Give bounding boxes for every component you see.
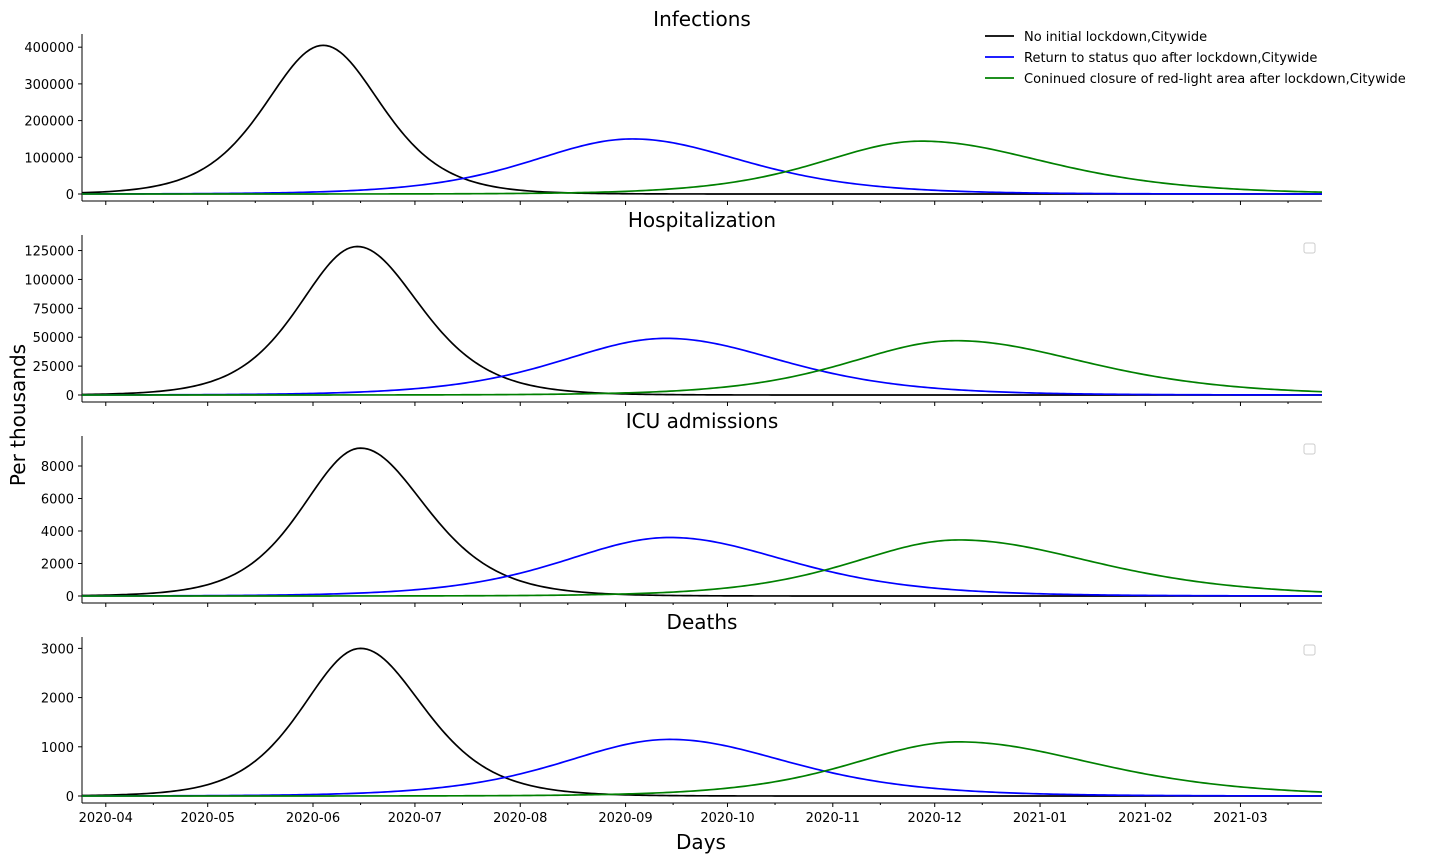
- series-line-1: [82, 138, 1322, 195]
- subplots: Infections0100000200000300000400000Hospi…: [24, 7, 1323, 826]
- subplot-2: ICU admissions 0 2000 4000 6000 8000: [41, 409, 1323, 607]
- y-tick-label: 2000: [41, 692, 74, 707]
- subplot-title: Infections: [653, 7, 751, 31]
- x-tick-label: 2020-05: [181, 811, 235, 826]
- series-line-1: [81, 337, 1322, 396]
- series-line-1: [82, 536, 1322, 597]
- y-tick-label: 200000: [24, 115, 74, 130]
- legend-label-2: Coninued closure of red-light area after…: [1024, 72, 1406, 87]
- empty-legend-box: [1303, 644, 1316, 656]
- x-axis-label: Days: [676, 830, 726, 854]
- legend-label-1: Return to status quo after lockdown,City…: [1024, 51, 1317, 66]
- x-tick-label: 2021-02: [1118, 811, 1172, 826]
- subplot-title: ICU admissions: [626, 409, 779, 433]
- x-tick-label: 2020-10: [700, 811, 754, 826]
- series-line-1: [82, 738, 1323, 797]
- y-tick-label: 1000: [41, 741, 74, 756]
- y-tick-label: 0: [66, 590, 74, 605]
- y-tick-label: 25000: [33, 360, 74, 375]
- series-line-2: [82, 539, 1323, 597]
- series-line-0: [81, 647, 1322, 797]
- y-tick-label: 75000: [33, 302, 74, 317]
- subplot-title: Deaths: [667, 610, 738, 634]
- y-tick-label: 2000: [41, 558, 74, 573]
- x-tick-label: 2020-06: [286, 811, 340, 826]
- legend: No initial lockdown,Citywide Return to st…: [985, 30, 1406, 87]
- subplot-1: Hospitalization 0 25000 50000 75000 100000 125…: [24, 208, 1323, 406]
- x-tick-label: 2020-08: [493, 811, 547, 826]
- y-tick-label: 6000: [41, 493, 74, 508]
- series-line-0: [81, 44, 1322, 195]
- y-tick-label: 400000: [24, 41, 74, 56]
- y-tick-label: 100000: [24, 273, 74, 288]
- y-tick-label: 8000: [41, 460, 74, 475]
- y-tick-label: 4000: [41, 525, 74, 540]
- series-line-2: [82, 339, 1323, 396]
- y-tick-label: 0: [66, 790, 74, 805]
- empty-legend-box: [1303, 443, 1316, 455]
- y-tick-label: 0: [66, 389, 74, 404]
- y-tick-label: 50000: [33, 331, 74, 346]
- subplot-title: Hospitalization: [628, 208, 776, 232]
- x-tick-label: 2021-03: [1213, 811, 1267, 826]
- x-tick-label: 2020-11: [806, 811, 860, 826]
- y-tick-label: 300000: [24, 78, 74, 93]
- x-tick-label: 2020-04: [79, 811, 133, 826]
- empty-legend-box: [1303, 242, 1316, 254]
- subplot-3: Deaths 0 1000 2000 3000 2020-04 2020-05 2020-06…: [41, 610, 1323, 826]
- subplot-0: Infections 0 100000 200000 300000 400000: [24, 7, 1323, 205]
- series-line-2: [82, 741, 1323, 797]
- y-axis-label: Per thousands: [6, 344, 30, 486]
- y-tick-label: 3000: [41, 642, 74, 657]
- x-tick-label: 2020-12: [908, 811, 962, 826]
- series-line-0: [81, 447, 1322, 597]
- x-tick-label: 2020-07: [388, 811, 442, 826]
- y-tick-label: 0: [66, 188, 74, 203]
- series-line-2: [82, 140, 1323, 195]
- x-tick-label: 2021-01: [1013, 811, 1067, 826]
- y-tick-label: 100000: [24, 151, 74, 166]
- x-tick-label: 2020-09: [598, 811, 652, 826]
- y-tick-label: 125000: [24, 245, 74, 260]
- legend-label-0: No initial lockdown,Citywide: [1024, 30, 1207, 45]
